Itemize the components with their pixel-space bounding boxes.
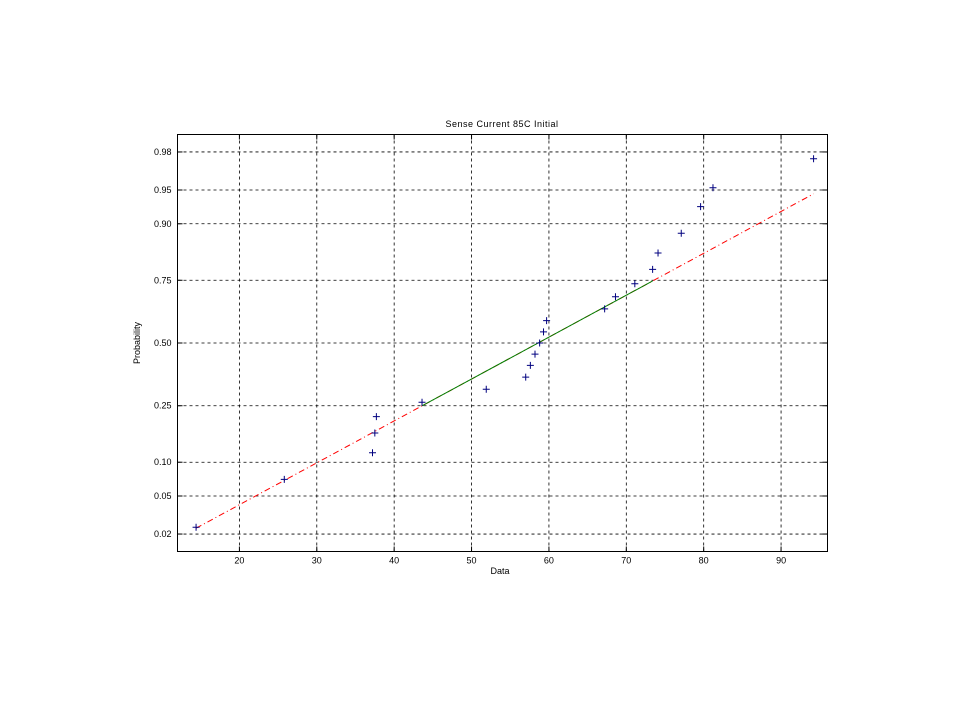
x-tick-label: 70: [621, 556, 631, 566]
y-tick-label: 0.98: [154, 147, 172, 157]
data-point: [540, 328, 548, 336]
data-point: [709, 184, 717, 192]
data-point: [531, 350, 539, 358]
data-point: [611, 293, 619, 301]
data-point: [810, 155, 818, 163]
x-tick-label: 80: [699, 556, 709, 566]
data-point: [536, 339, 544, 347]
data-point: [601, 305, 609, 313]
x-axis-label: Data: [490, 566, 509, 576]
data-point: [482, 385, 490, 393]
y-tick-label: 0.95: [154, 185, 172, 195]
data-point: [697, 203, 705, 211]
y-tick-label: 0.05: [154, 491, 172, 501]
x-tick-label: 40: [389, 556, 399, 566]
data-point: [654, 249, 662, 257]
grid: [177, 134, 828, 552]
x-tick-label: 90: [776, 556, 786, 566]
data-point: [369, 449, 376, 457]
y-tick-label: 0.75: [154, 275, 172, 285]
x-tick-label: 30: [312, 556, 322, 566]
y-tick-label: 0.10: [154, 457, 172, 467]
x-tick-label: 20: [234, 556, 244, 566]
data-point: [631, 280, 639, 288]
data-point: [372, 413, 380, 421]
data-point: [526, 361, 534, 369]
x-tick-label: 50: [467, 556, 477, 566]
data-point: [649, 265, 657, 273]
data-point: [522, 373, 530, 381]
y-tick-label: 0.90: [154, 219, 172, 229]
y-tick-label: 0.02: [154, 529, 172, 539]
y-tick-label: 0.25: [154, 401, 172, 411]
y-axis-label: Probability: [132, 321, 142, 364]
data-point: [543, 317, 551, 325]
data-point: [677, 229, 685, 237]
data-point: [418, 398, 426, 406]
fit-lines: [195, 193, 814, 529]
data-point: [280, 475, 288, 483]
x-tick-label: 60: [544, 556, 554, 566]
data-point: [371, 429, 379, 437]
chart-title: Sense Current 85C Initial: [445, 119, 558, 129]
axis-ticks: 20 30 40 50 60 70 80 90 0.02 0.05 0.10 0.25 0.50 0.75…: [154, 134, 828, 566]
data-markers: [192, 155, 818, 531]
data-point: [192, 523, 200, 531]
y-tick-label: 0.50: [154, 338, 172, 348]
